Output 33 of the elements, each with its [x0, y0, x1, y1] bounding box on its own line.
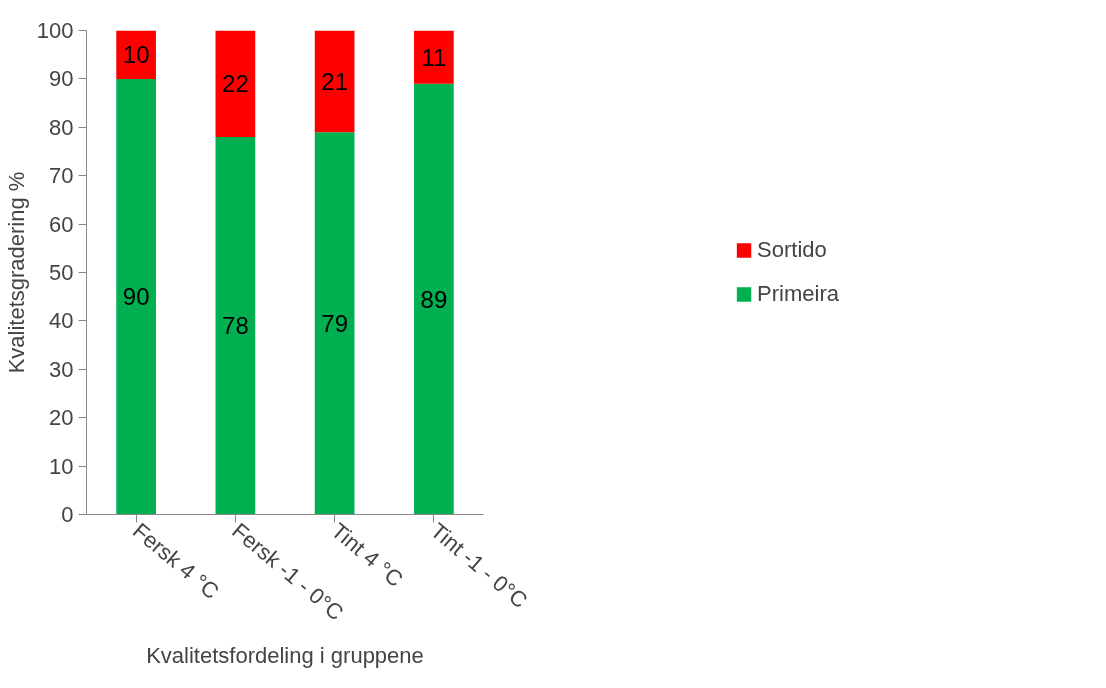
- x-tick-label: Tint -1 - 0°C: [425, 517, 533, 614]
- y-tick-label: 40: [49, 308, 74, 334]
- y-tick-label: 60: [49, 211, 74, 237]
- data-label: 90: [122, 283, 150, 311]
- y-tick-label: 30: [49, 356, 74, 382]
- bar: [314, 132, 355, 515]
- data-label: 11: [421, 43, 447, 71]
- y-tick-label: 50: [49, 260, 74, 285]
- bar: [215, 30, 256, 137]
- y-tick-label: 90: [49, 66, 74, 92]
- bar: [414, 30, 454, 84]
- bar: [116, 78, 156, 515]
- data-label: 21: [321, 67, 348, 95]
- data-label: 78: [222, 312, 249, 340]
- data-label: 79: [321, 309, 348, 337]
- y-tick-label: 80: [49, 114, 74, 140]
- legend-label: Sortido: [757, 237, 827, 263]
- y-tick-label: 10: [49, 453, 74, 479]
- x-tick-label: Tint 4 °C: [326, 517, 408, 592]
- y-tick-label: 100: [36, 18, 74, 43]
- bar: [215, 136, 256, 515]
- y-tick-label: 0: [61, 502, 74, 527]
- data-label: 10: [122, 41, 150, 69]
- data-label: 89: [420, 285, 448, 313]
- data-label: 22: [222, 70, 249, 98]
- bar: [116, 30, 156, 79]
- y-axis-title: Kvalitetsgradering %: [3, 171, 29, 374]
- x-axis-title: Kvalitetsfordeling i gruppene: [146, 642, 424, 668]
- bar: [414, 83, 454, 515]
- y-tick-label: 70: [49, 163, 74, 189]
- y-tick-label: 20: [49, 405, 74, 431]
- legend-label: Primeira: [757, 281, 839, 307]
- bar: [314, 30, 355, 133]
